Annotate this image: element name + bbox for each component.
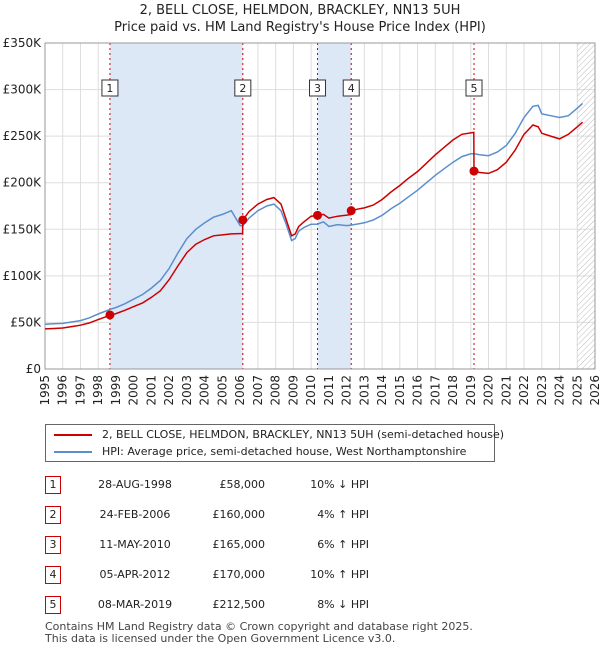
y-tick-label: £250K — [3, 129, 43, 143]
x-tick-label: 1997 — [73, 375, 87, 406]
sale-date: 08-MAR-2019 — [97, 598, 173, 611]
sale-hpi-diff: 10% ↑ HPI — [310, 568, 369, 581]
x-tick-label: 2002 — [162, 375, 176, 406]
y-tick-label: £0 — [26, 362, 41, 376]
x-tick-label: 2001 — [144, 375, 158, 406]
x-tick-label: 1995 — [38, 375, 52, 406]
sale-hpi-diff: 4% ↑ HPI — [317, 508, 369, 521]
sale-label-box — [234, 79, 252, 97]
x-tick-label: 1996 — [56, 375, 70, 406]
y-tick-label: £100K — [3, 269, 43, 283]
sale-label: 4 — [348, 82, 355, 95]
sale-hpi-diff: 10% ↓ HPI — [310, 478, 369, 491]
x-tick-label: 2021 — [499, 375, 513, 406]
sale-point — [105, 310, 115, 320]
sale-point — [238, 215, 248, 225]
y-tick-label: £50K — [10, 315, 42, 329]
sale-price: £212,500 — [212, 598, 266, 611]
x-tick-label: 2023 — [535, 375, 549, 406]
x-tick-label: 1999 — [109, 375, 123, 406]
sale-date: 28-AUG-1998 — [98, 478, 172, 491]
x-tick-label: 2013 — [357, 375, 371, 406]
x-tick-label: 2012 — [340, 375, 354, 406]
sale-point — [313, 210, 323, 220]
x-tick-label: 2016 — [411, 375, 425, 406]
sale-hpi-diff: 6% ↑ HPI — [317, 538, 369, 551]
x-tick-label: 2000 — [127, 375, 141, 406]
y-tick-label: £350K — [3, 36, 43, 50]
sale-price: £170,000 — [212, 568, 266, 581]
x-tick-label: 2009 — [286, 375, 300, 406]
sale-number-badge: 4 — [45, 566, 61, 584]
x-tick-label: 2007 — [251, 375, 265, 406]
x-tick-label: 2005 — [215, 375, 229, 406]
sale-date: 24-FEB-2006 — [99, 508, 171, 521]
x-tick-label: 2006 — [233, 375, 247, 406]
sale-label: 3 — [314, 82, 321, 95]
sale-number-badge: 3 — [45, 536, 61, 554]
sale-date: 11-MAY-2010 — [99, 538, 171, 551]
legend: 2, BELL CLOSE, HELMDON, BRACKLEY, NN13 5… — [45, 424, 504, 462]
x-tick-label: 2015 — [393, 375, 407, 406]
x-tick-label: 2019 — [464, 375, 478, 406]
x-tick-label: 2022 — [517, 375, 531, 406]
y-tick-label: £150K — [3, 222, 43, 236]
legend-swatch-hpi — [54, 451, 92, 453]
sale-price: £160,000 — [212, 508, 266, 521]
y-tick-label: £300K — [3, 83, 43, 97]
x-tick-label: 2008 — [269, 375, 283, 406]
sale-label-box — [309, 79, 327, 97]
sale-number-badge: 1 — [45, 476, 61, 494]
sale-number-badge: 2 — [45, 506, 61, 524]
hpi-series-line — [44, 102, 584, 326]
x-tick-label: 2011 — [322, 375, 336, 406]
sale-number-badge: 5 — [45, 596, 61, 614]
price-chart: 1 2 3 4 5 £0 £50K £100K £150K £200K £250K £300K £350… — [3, 36, 600, 406]
x-tick-label: 2014 — [375, 375, 389, 406]
chart-title-line1: 2, BELL CLOSE, HELMDON, BRACKLEY, NN13 5… — [139, 3, 461, 18]
x-tick-label: 2026 — [588, 375, 600, 406]
legend-label-property: 2, BELL CLOSE, HELMDON, BRACKLEY, NN13 5… — [102, 428, 505, 441]
sale-label-box — [101, 79, 119, 97]
sale-hpi-diff: 8% ↓ HPI — [317, 598, 369, 611]
chart-title-line2: Price paid vs. HM Land Registry's House … — [114, 20, 486, 35]
sale-price: £165,000 — [212, 538, 266, 551]
legend-swatch-property — [54, 434, 92, 436]
plot-frame — [44, 42, 596, 370]
x-tick-label: 2003 — [180, 375, 194, 406]
footer-copyright: Contains HM Land Registry data © Crown c… — [45, 620, 473, 633]
forecast-hatch — [577, 43, 595, 369]
sale-label: 5 — [471, 82, 478, 95]
sale-label: 2 — [239, 82, 246, 95]
ownership-band — [317, 43, 352, 369]
sale-label-box — [342, 79, 360, 97]
x-tick-label: 2025 — [570, 375, 584, 406]
sale-point — [469, 166, 479, 176]
sale-point — [346, 206, 356, 216]
ownership-band — [109, 43, 243, 369]
x-tick-label: 2018 — [446, 375, 460, 406]
x-tick-label: 2017 — [428, 375, 442, 406]
x-tick-label: 2024 — [553, 375, 567, 406]
x-tick-label: 2020 — [482, 375, 496, 406]
x-tick-label: 1998 — [91, 375, 105, 406]
sale-date: 05-APR-2012 — [99, 568, 171, 581]
x-tick-label: 2004 — [198, 375, 212, 406]
sale-price: £58,000 — [219, 478, 266, 491]
sale-label-box — [465, 79, 483, 97]
legend-label-hpi: HPI: Average price, semi-detached house,… — [102, 445, 467, 458]
sale-label: 1 — [106, 82, 113, 95]
y-tick-label: £200K — [3, 176, 43, 190]
footer-licence: This data is licensed under the Open Gov… — [45, 632, 396, 645]
x-tick-label: 2010 — [304, 375, 318, 406]
